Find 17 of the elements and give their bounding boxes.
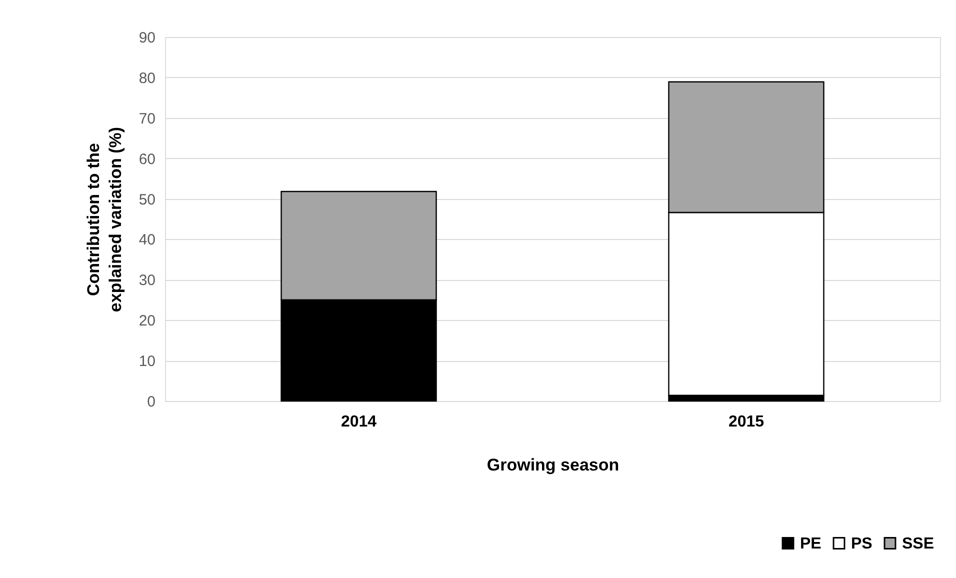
y-tick-label: 90 (138, 30, 156, 46)
y-tick-label: 40 (138, 232, 156, 249)
legend-label: SSE (902, 535, 934, 552)
y-tick-label: 30 (138, 272, 156, 290)
y-tick-label: 50 (138, 191, 156, 208)
legend-label: PE (800, 535, 822, 552)
y-tick-label: 0 (147, 394, 156, 410)
y-tick-label: 80 (138, 70, 156, 87)
x-tick-label: 2015 (728, 414, 764, 430)
y-tick-label: 20 (138, 312, 156, 330)
y-tick-label: 10 (138, 353, 156, 370)
legend-label: PS (851, 535, 873, 552)
x-tick-label: 2014 (340, 414, 377, 430)
y-tick-label: 70 (138, 110, 156, 128)
y-axis-title: Contribution to the explained variation (%) (84, 126, 125, 312)
y-tick-label: 60 (138, 150, 156, 168)
x-axis-title: Growing season (486, 456, 620, 474)
